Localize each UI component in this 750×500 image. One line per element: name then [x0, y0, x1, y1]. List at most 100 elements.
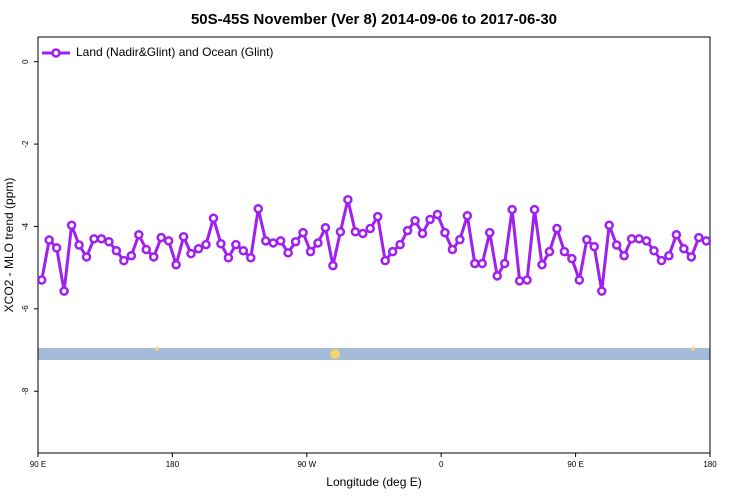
point: [529, 204, 540, 215]
point: [305, 246, 316, 257]
point: [559, 246, 570, 257]
point: [514, 276, 525, 286]
point: [328, 260, 338, 271]
x-tick-label: 90 W: [297, 460, 316, 469]
plot-frame: [37, 36, 711, 454]
point: [387, 246, 398, 257]
point: [470, 258, 480, 269]
y-tick-label: -8: [21, 387, 30, 395]
point: [313, 238, 323, 248]
point: [425, 214, 435, 225]
point: [231, 239, 241, 250]
point: [171, 260, 181, 270]
legend-marker: [51, 48, 61, 58]
point: [36, 275, 47, 285]
point: [298, 227, 308, 238]
point: [410, 215, 420, 226]
point: [507, 204, 517, 215]
point: [634, 234, 644, 244]
land-ocean-strip: [38, 348, 710, 360]
point: [290, 236, 301, 247]
point: [134, 229, 144, 240]
land-dot: [330, 349, 340, 359]
x-tick-label: 180: [166, 460, 180, 469]
point: [499, 258, 510, 269]
point: [156, 232, 166, 243]
point: [275, 236, 286, 246]
point: [582, 234, 592, 245]
point: [440, 227, 450, 238]
point: [380, 255, 390, 266]
point: [552, 223, 562, 234]
legend-label: Land (Nadir&Glint) and Ocean (Glint): [76, 45, 273, 59]
point: [686, 252, 697, 262]
point: [544, 246, 555, 257]
point: [604, 220, 614, 230]
point: [455, 234, 465, 245]
point: [641, 236, 652, 246]
point: [320, 222, 331, 233]
point: [664, 250, 674, 261]
land-dot: [155, 347, 159, 351]
point: [537, 260, 547, 270]
x-axis-label: Longitude (deg E): [326, 475, 421, 489]
point: [417, 228, 428, 239]
point: [694, 232, 704, 243]
y-tick-label: -4: [21, 222, 30, 230]
land-dot: [691, 347, 695, 351]
point: [492, 271, 502, 281]
point: [522, 275, 532, 285]
y-tick-label: -2: [21, 140, 30, 148]
point: [178, 232, 189, 242]
point: [649, 246, 659, 256]
point: [111, 246, 122, 256]
x-tick-label: 180: [703, 460, 717, 469]
point: [484, 227, 495, 238]
point: [619, 250, 629, 261]
point: [44, 235, 54, 245]
x-tick-label: 90 E: [30, 460, 46, 469]
point: [679, 243, 689, 254]
point: [216, 239, 226, 249]
point: [148, 252, 159, 262]
point: [626, 234, 637, 244]
point: [343, 194, 353, 205]
point: [260, 236, 271, 246]
point: [51, 243, 62, 253]
y-axis-label: XCO2 - MLO trend (ppm): [2, 178, 16, 313]
chart-title: 50S-45S November (Ver 8) 2014-09-06 to 2…: [191, 11, 557, 28]
point: [66, 220, 77, 230]
point: [372, 211, 383, 222]
point: [283, 248, 293, 258]
point: [350, 227, 361, 237]
point: [432, 209, 443, 220]
point: [574, 275, 585, 285]
point: [477, 258, 488, 269]
point: [335, 227, 346, 237]
point: [238, 246, 249, 256]
point: [104, 236, 114, 247]
x-tick-label: 0: [439, 460, 444, 469]
y-tick-label: -6: [21, 305, 30, 313]
point: [589, 241, 600, 252]
point: [567, 253, 577, 264]
point: [141, 244, 152, 255]
point: [365, 223, 376, 234]
point: [89, 234, 99, 244]
point: [253, 204, 264, 214]
point: [402, 225, 413, 236]
point: [268, 238, 278, 248]
point: [186, 248, 196, 259]
point: [671, 229, 682, 240]
x-tick-label: 90 E: [567, 460, 583, 469]
point: [246, 253, 256, 263]
point: [223, 253, 234, 263]
point: [596, 286, 607, 296]
point: [81, 252, 92, 262]
point: [74, 240, 84, 250]
point: [208, 213, 219, 223]
point: [201, 239, 211, 250]
point: [119, 255, 129, 266]
